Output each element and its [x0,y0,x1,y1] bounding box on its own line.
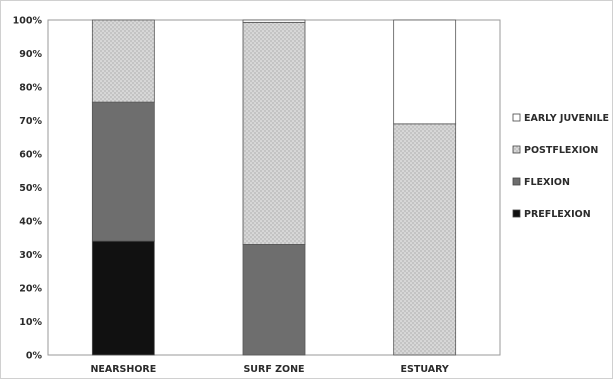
legend-item-preflexion: PREFLEXION [512,209,591,220]
y-tick-label: 50% [19,183,42,194]
y-tick-label: 40% [19,217,42,228]
legend-swatch [512,209,521,218]
legend-swatch [512,145,521,154]
legend-item-postflexion: POSTFLEXION [512,145,598,156]
legend: EARLY JUVENILE POSTFLEXION FLEXION PREFLEXI… [512,113,609,220]
bar-segment-preflexion [91,240,155,356]
bar-segment-postflexion [91,19,155,103]
y-tick-label: 0% [26,351,43,362]
bar-segment-flexion [242,244,306,356]
legend-label: FLEXION [524,177,570,188]
bar-segment-postflexion [393,123,457,356]
x-category-label: SURF ZONE [243,364,304,375]
y-tick-label: 90% [19,49,42,60]
y-tick-label: 20% [19,284,42,295]
legend-label: PREFLEXION [524,209,591,220]
bar-segment-postflexion [242,21,306,245]
bars [91,19,457,356]
legend-swatch [512,177,521,186]
bar-segment-early-juvenile [242,19,306,23]
y-tick-label: 10% [19,317,42,328]
legend-label: POSTFLEXION [524,145,598,156]
x-axis: NEARSHORE SURF ZONE ESTUARY [90,364,448,375]
x-category-label: NEARSHORE [90,364,156,375]
bar-segment-early-juvenile [393,19,457,125]
y-tick-label: 30% [19,250,42,261]
legend-label: EARLY JUVENILE [524,113,609,124]
legend-item-flexion: FLEXION [512,177,570,188]
y-tick-label: 60% [19,150,42,161]
y-tick-label: 70% [19,116,42,127]
bar-segment-flexion [91,101,155,242]
x-category-label: ESTUARY [401,364,449,375]
legend-item-early-juvenile: EARLY JUVENILE [512,113,609,124]
legend-swatch [512,113,521,122]
y-tick-label: 100% [13,16,43,27]
y-tick-label: 80% [19,83,42,94]
